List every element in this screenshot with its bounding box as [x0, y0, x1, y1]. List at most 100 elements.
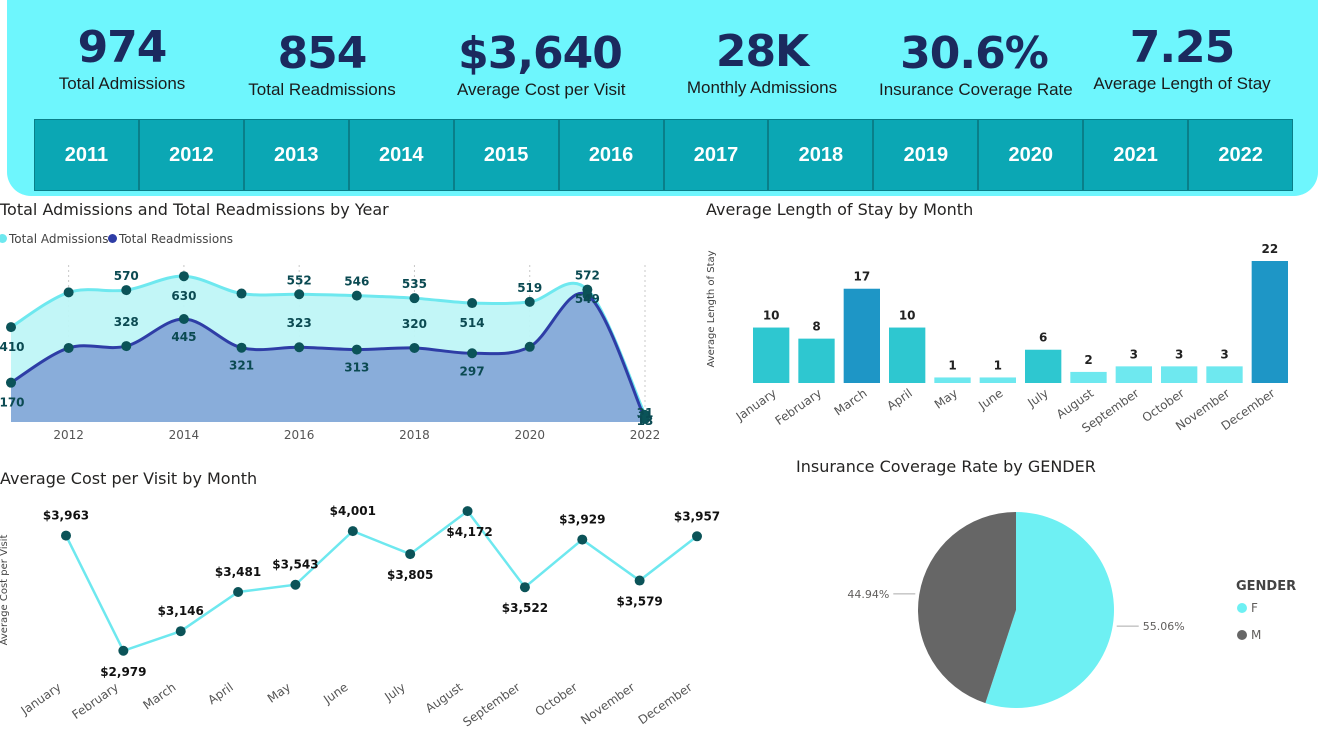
data-point: [692, 531, 702, 542]
data-point: [409, 342, 420, 353]
kpi-label: Total Readmissions: [248, 80, 396, 99]
data-point: [63, 287, 74, 298]
los-bar-chart: Average Length of Stay 10 January 8 February…: [706, 242, 1288, 436]
kpi-value: $3,640: [458, 28, 623, 79]
bar-january: [753, 327, 790, 383]
area-fill-readmissions: [11, 293, 645, 422]
x-tick-label: June: [975, 386, 1005, 413]
year-button-2013[interactable]: 2013: [243, 119, 349, 191]
year-button-2012[interactable]: 2012: [138, 119, 244, 191]
bar-value-label: 10: [899, 309, 916, 323]
year-button-2014[interactable]: 2014: [348, 119, 454, 191]
year-button-2019[interactable]: 2019: [873, 119, 979, 191]
pie-slice-m: [918, 512, 1016, 704]
admissions-chart-title: Total Admissions and Total Readmissions …: [0, 200, 389, 219]
x-tick-label: 2014: [169, 428, 200, 442]
data-label: 549: [575, 292, 600, 306]
bar-october: [1161, 366, 1198, 383]
data-point: [405, 549, 416, 560]
data-point: [236, 288, 247, 299]
data-point: [236, 342, 247, 353]
x-tick-label: 2016: [284, 428, 315, 442]
x-tick-label: July: [381, 680, 408, 704]
data-point: [524, 341, 535, 352]
bar-june: [979, 377, 1016, 383]
legend-total-admissions[interactable]: Total Admissions: [0, 232, 109, 246]
legend-label: Total Readmissions: [119, 232, 234, 246]
data-point: [63, 342, 74, 353]
data-label: $3,146: [158, 604, 204, 618]
data-label: 323: [287, 316, 312, 330]
data-point: [351, 290, 362, 301]
x-tick-label: 2022: [630, 428, 661, 442]
x-tick-label: June: [320, 680, 350, 707]
data-label: 297: [460, 364, 485, 378]
data-point: [524, 296, 535, 307]
x-tick-label: 2018: [399, 428, 430, 442]
bar-value-label: 8: [812, 320, 820, 334]
kpi-label: Insurance Coverage Rate: [879, 80, 1073, 99]
data-label: $3,805: [387, 568, 433, 582]
series-line-cost: [64, 509, 698, 653]
kpi-total-readmissions: 854 Total Readmissions: [247, 28, 397, 100]
year-button-2022[interactable]: 2022: [1188, 119, 1294, 191]
x-tick-label: May: [932, 386, 960, 412]
year-button-2015[interactable]: 2015: [453, 119, 559, 191]
x-tick-label: February: [773, 386, 825, 428]
pie-slice-f: [985, 512, 1114, 708]
bar-value-label: 6: [1039, 331, 1047, 345]
data-label: 570: [114, 269, 139, 283]
x-tick-label: April: [884, 386, 915, 413]
kpi-label: Total Admissions: [58, 74, 186, 93]
data-point: [294, 289, 305, 300]
x-tick-label: January: [18, 680, 64, 718]
data-point: [519, 582, 530, 593]
data-point: [121, 285, 132, 296]
bar-december: [1251, 261, 1288, 383]
x-tick-label: February: [69, 680, 121, 722]
year-button-2021[interactable]: 2021: [1083, 119, 1189, 191]
year-button-2011[interactable]: 2011: [34, 119, 139, 191]
year-button-2020[interactable]: 2020: [978, 119, 1084, 191]
year-button-2018[interactable]: 2018: [768, 119, 874, 191]
data-label: $4,001: [330, 504, 376, 518]
bar-july: [1025, 349, 1062, 383]
data-point: [121, 341, 132, 352]
kpi-value: 854: [277, 28, 368, 79]
x-tick-label: March: [140, 680, 178, 712]
bar-september: [1115, 366, 1152, 383]
data-label: 445: [171, 330, 196, 344]
bar-march: [843, 288, 880, 383]
data-point: [233, 587, 244, 598]
data-label: $3,579: [616, 595, 662, 609]
legend-total-readmissions[interactable]: Total Readmissions: [108, 232, 233, 246]
data-point: [6, 377, 16, 388]
legend-dot-icon: [0, 234, 7, 243]
data-label: 328: [114, 315, 139, 329]
bar-november: [1206, 366, 1243, 383]
bar-value-label: 17: [853, 270, 870, 284]
data-point: [178, 271, 189, 282]
data-point: [577, 534, 588, 545]
bar-value-label: 2: [1084, 353, 1092, 367]
data-label: 170: [0, 396, 25, 410]
year-button-2016[interactable]: 2016: [558, 119, 664, 191]
data-point: [462, 506, 473, 517]
data-point: [640, 413, 650, 424]
bar-may: [934, 377, 971, 383]
bar-value-label: 3: [1175, 347, 1183, 361]
data-point: [409, 293, 420, 304]
data-label: $2,979: [100, 665, 146, 679]
legend-dot-icon: [108, 234, 117, 243]
insurance-chart-title: Insurance Coverage Rate by GENDER: [796, 457, 1096, 476]
bar-february: [798, 338, 835, 383]
bar-value-label: 1: [994, 358, 1002, 372]
legend-dot-icon: [1237, 603, 1247, 613]
y-axis-label: Average Length of Stay: [706, 250, 717, 367]
data-label: 410: [0, 340, 25, 354]
cost-chart-title: Average Cost per Visit by Month: [0, 469, 258, 488]
legend-label-f: F: [1251, 601, 1258, 615]
year-button-2017[interactable]: 2017: [663, 119, 769, 191]
data-point: [351, 344, 362, 355]
data-label: 572: [575, 269, 600, 283]
